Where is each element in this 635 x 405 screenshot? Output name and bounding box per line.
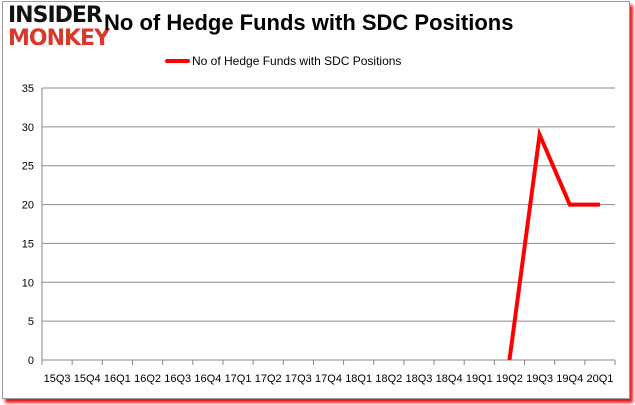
x-tick-label: 19Q1	[466, 373, 493, 385]
chart-frame	[2, 1, 630, 399]
chart-title: No of Hedge Funds with SDC Positions	[104, 10, 514, 35]
insider-monkey-logo: INSIDER MONKEY	[8, 3, 110, 51]
y-tick-label: 5	[28, 316, 34, 328]
x-tick-label: 19Q4	[556, 373, 583, 385]
x-tick-label: 16Q3	[164, 373, 191, 385]
x-tick-label: 17Q3	[285, 373, 312, 385]
x-tick-label: 18Q2	[375, 373, 402, 385]
x-tick-label: 19Q3	[526, 373, 553, 385]
x-tick-label: 16Q4	[194, 373, 221, 385]
x-tick-label: 18Q4	[436, 373, 463, 385]
logo-line2: MONKEY	[8, 26, 110, 51]
y-tick-label: 10	[22, 277, 34, 289]
y-tick-label: 30	[22, 122, 34, 134]
y-tick-label: 25	[22, 161, 34, 173]
legend: No of Hedge Funds with SDC Positions	[165, 54, 401, 68]
x-tick-label: 17Q2	[255, 373, 282, 385]
y-tick-label: 20	[22, 200, 34, 212]
x-tick-label: 17Q4	[315, 373, 342, 385]
y-tick-label: 15	[22, 238, 34, 250]
x-tick-label: 15Q3	[44, 373, 71, 385]
x-tick-label: 16Q1	[104, 373, 131, 385]
legend-label: No of Hedge Funds with SDC Positions	[192, 54, 402, 68]
x-tick-label: 15Q4	[74, 373, 101, 385]
x-tick-label: 18Q1	[345, 373, 372, 385]
x-tick-label: 19Q2	[496, 373, 523, 385]
logo-line1: INSIDER	[8, 3, 103, 28]
series-line	[507, 127, 600, 361]
legend-swatch	[165, 59, 190, 63]
x-tick-label: 17Q1	[225, 373, 252, 385]
x-tick-label: 16Q2	[134, 373, 161, 385]
x-tick-label: 20Q1	[586, 373, 613, 385]
x-tick-label: 18Q3	[406, 373, 433, 385]
y-tick-label: 0	[28, 355, 34, 367]
y-tick-label: 35	[22, 83, 34, 95]
